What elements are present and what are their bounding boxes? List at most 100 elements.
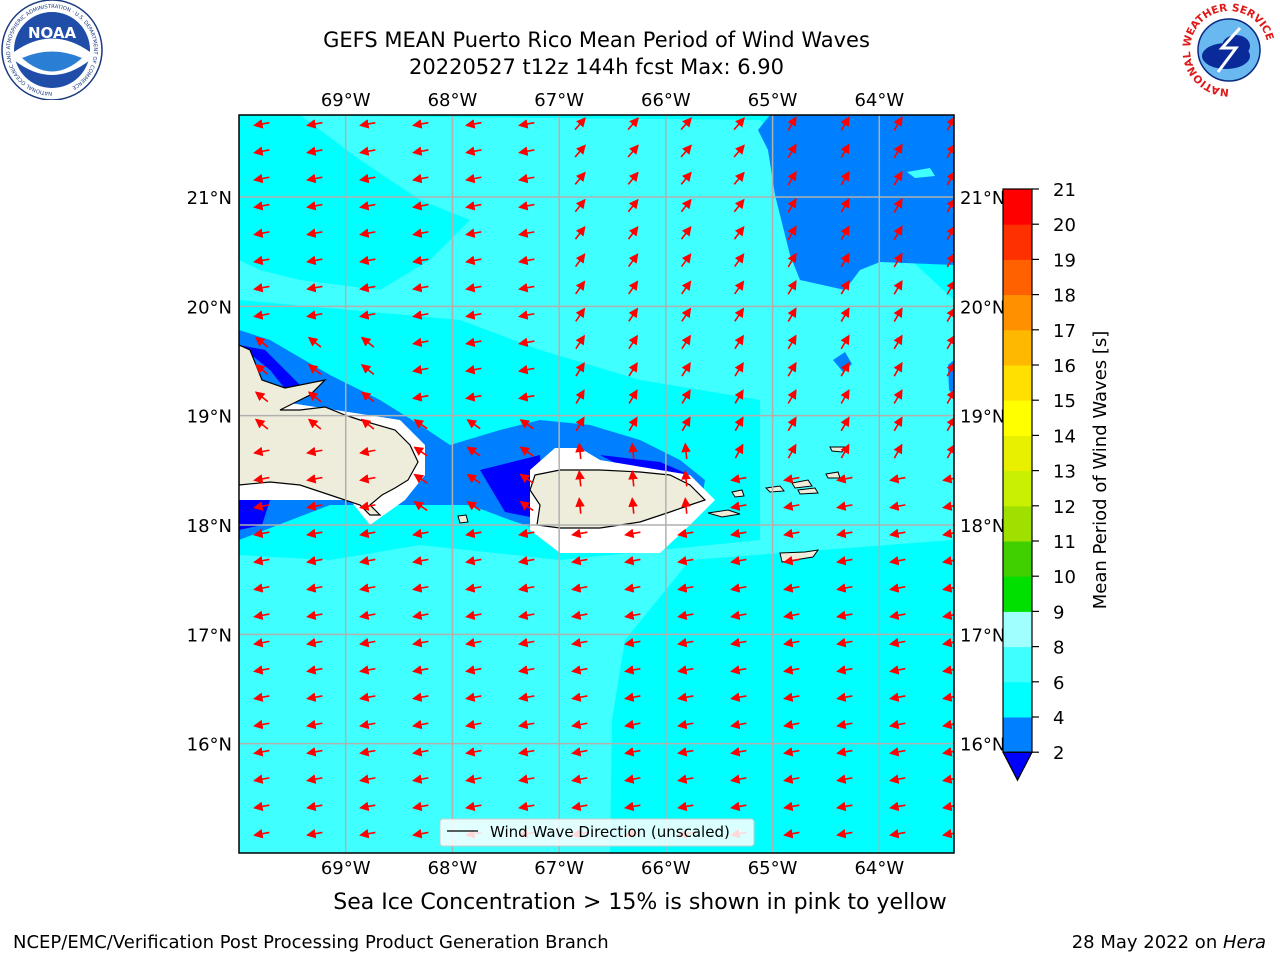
wind-arrow [412,719,429,730]
wind-arrow [893,334,903,350]
colorbar-tick-label: 21 [1053,180,1076,201]
wind-arrow [893,252,903,268]
wind-arrow [306,528,323,539]
wind-arrow [787,279,797,295]
wind-arrow [889,637,906,648]
wind-arrow [253,528,270,539]
map-title: GEFS MEAN Puerto Rico Mean Period of Win… [323,28,870,52]
map-plot-area [239,115,954,853]
wind-arrow [412,528,429,539]
wind-arrow [306,583,323,593]
wind-arrow [412,173,429,184]
wind-arrow [306,828,323,839]
wind-arrow [889,583,906,593]
colorbar-tick-label: 15 [1053,391,1076,412]
noaa-logo: NOAA NATIONAL OCEANIC AND ATMOSPHERIC AD… [1,0,103,100]
wind-arrow [412,392,429,402]
wind-arrow [680,225,692,240]
wind-arrow [680,198,692,213]
wind-arrow [730,637,747,648]
wind-arrow [893,225,903,241]
wind-arrow [465,173,482,184]
wind-arrow [783,719,800,730]
wind-arrow [575,334,585,350]
wind-arrow [465,583,482,593]
wind-arrow [575,389,585,404]
wind-arrow [518,201,535,211]
wind-arrow [628,280,639,295]
wind-arrow [253,282,270,293]
wind-arrow [733,198,745,213]
colorbar-segment [1003,259,1032,296]
wind-arrow [413,419,428,430]
wind-arrow [624,665,641,675]
colorbar-segment [1003,541,1032,577]
wind-arrow [733,171,745,185]
colorbar-segment [1003,611,1032,648]
wind-arrow [840,252,850,268]
longitude-label: 67°W [534,858,584,879]
wind-arrow [681,307,692,322]
colorbar-tick-label: 18 [1053,286,1076,307]
wind-arrow [893,416,903,432]
wind-arrow [628,416,638,432]
wind-arrow [518,337,535,348]
wind-arrow [466,473,481,484]
longitude-label: 69°W [321,858,371,879]
colorbar: 2 4 6 8 9 10 11 12 13 14 15 16 17 18 19 20 21 [1002,180,1076,782]
colorbar-segment [1003,681,1032,718]
wind-arrow [836,555,853,566]
wind-arrow [306,610,323,621]
wind-arrow [306,255,323,266]
period-contour-2-4-ne [758,115,954,290]
wind-arrow [942,555,954,566]
wind-arrow [836,528,853,539]
wind-arrow [942,501,954,511]
wind-arrow [518,255,535,266]
wind-arrow [730,774,747,784]
latitude-label: 19°N [960,407,1005,428]
wind-arrow [518,310,535,320]
wind-arrow [836,583,853,593]
wind-arrow [787,170,797,186]
wind-arrow [836,637,853,648]
wind-arrow [734,389,744,404]
wind-arrow [893,116,903,131]
wind-arrow [787,225,797,241]
wind-arrow [730,719,747,730]
colorbar-label: Mean Period of Wind Waves [s] [1090,331,1111,610]
wind-arrow [628,361,638,377]
wind-arrow [840,307,850,322]
wind-arrow [412,255,429,266]
wind-arrow [893,279,903,295]
wind-arrow [359,255,376,266]
wind-arrow [677,555,694,566]
wind-arrow [306,282,323,293]
wind-arrow [836,665,853,675]
wind-arrow [733,225,745,240]
wind-arrow [836,828,853,839]
small-island [829,446,845,453]
wind-arrow [412,583,429,593]
wind-arrow [627,253,639,268]
wind-arrow [730,665,747,675]
mona-island [457,514,469,524]
wind-arrow [412,201,429,211]
wind-arrow [681,361,691,377]
wind-arrow [571,610,588,621]
wind-arrow [412,665,429,675]
wind-arrow [518,719,535,730]
wind-arrow [787,334,797,350]
wind-arrow [942,528,954,539]
wind-arrow [360,336,375,348]
wind-arrow [575,280,586,295]
wind-arrow [574,198,586,213]
wind-arrow [306,474,323,484]
wind-arrow [893,307,903,322]
wind-arrow [783,637,800,648]
wind-arrow [836,501,853,511]
period-contour-under-2 [239,345,310,395]
wind-arrow [465,201,482,211]
wind-arrow [359,583,376,593]
wind-arrow [253,692,270,702]
